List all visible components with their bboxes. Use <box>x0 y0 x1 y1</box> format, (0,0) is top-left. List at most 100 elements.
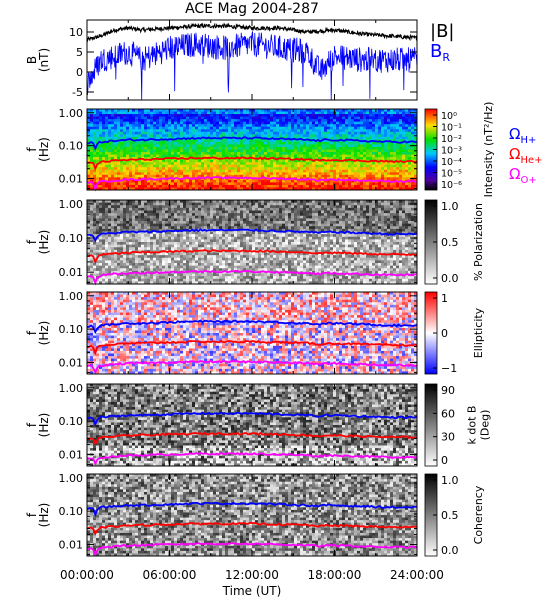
spectrogram-cell <box>234 154 238 158</box>
spectrogram-cell <box>183 200 187 204</box>
spectrogram-cell <box>336 149 340 153</box>
spectrogram-cell <box>240 134 244 138</box>
spectrogram-cell <box>162 213 166 217</box>
spectrogram-cell <box>126 169 130 173</box>
spectrogram-cell <box>147 187 151 191</box>
spectrogram-cell <box>126 146 130 150</box>
spectrogram-cell <box>186 167 190 171</box>
spectrogram-cell <box>342 136 346 140</box>
spectrogram-cell <box>105 228 109 232</box>
spectrogram-cell <box>93 139 97 143</box>
spectrogram-cell <box>339 167 343 171</box>
spectrogram-cell <box>132 234 136 238</box>
spectrogram-cell <box>246 131 250 135</box>
spectrogram-cell <box>141 187 145 191</box>
spectrogram-cell <box>258 114 262 117</box>
spectrogram-cell <box>300 184 304 188</box>
spectrogram-cell <box>198 116 202 120</box>
spectrogram-cell <box>183 182 187 186</box>
spectrogram-cell <box>120 174 124 178</box>
spectrogram-cell <box>363 182 367 186</box>
spectrogram-cell <box>174 210 178 214</box>
spectrogram-cell <box>186 149 190 153</box>
spectrogram-cell <box>198 141 202 145</box>
spectrogram-cell <box>324 131 328 135</box>
spectrogram-cell <box>222 164 226 168</box>
spectrogram-cell <box>303 184 307 188</box>
spectrogram-cell <box>258 109 262 112</box>
spectrogram-cell <box>210 169 214 173</box>
spectrogram-cell <box>255 119 259 123</box>
spectrogram-cell <box>195 164 199 168</box>
spectrogram-cell <box>150 228 154 232</box>
spectrogram-cell <box>165 121 169 125</box>
spectrogram-cell <box>273 144 277 148</box>
spectrogram-cell <box>327 146 331 150</box>
spectrogram-cell <box>375 144 379 148</box>
spectrogram-cell <box>330 121 334 125</box>
spectrogram-cell <box>141 278 145 282</box>
spectrogram-cell <box>276 162 280 166</box>
spectrogram-cell <box>129 236 133 240</box>
spectrogram-cell <box>117 263 121 267</box>
spectrogram-cell <box>123 247 127 251</box>
spectrogram-cell <box>183 207 187 211</box>
spectrogram-cell <box>156 124 160 128</box>
spectrogram-cell <box>342 164 346 168</box>
spectrogram-cell <box>114 111 118 115</box>
spectrogram-cell <box>234 111 238 115</box>
spectrogram-cell <box>90 276 94 280</box>
spectrogram-cell <box>147 215 151 219</box>
spectrogram-cell <box>204 278 208 282</box>
spectrogram-cell <box>360 149 364 153</box>
spectrogram-cell <box>141 121 145 125</box>
spectrogram-cell <box>276 111 280 115</box>
spectrogram-cell <box>189 121 193 125</box>
spectrogram-cell <box>174 174 178 178</box>
spectrogram-cell <box>378 109 382 112</box>
spectrogram-cell <box>225 159 229 163</box>
spectrogram-cell <box>363 149 367 153</box>
spectrogram-cell <box>399 174 403 178</box>
y-tick-label: 0.01 <box>59 173 84 186</box>
spectrogram-cell <box>168 149 172 153</box>
spectrogram-cell <box>192 257 196 261</box>
spectrogram-cell <box>165 218 169 222</box>
spectrogram-cell <box>189 231 193 235</box>
spectrogram-cell <box>144 167 148 171</box>
spectrogram-cell <box>123 121 127 125</box>
spectrogram-cell <box>99 174 103 178</box>
spectrogram-cell <box>123 131 127 135</box>
spectrogram-cell <box>252 174 256 178</box>
spectrogram-cell <box>102 207 106 211</box>
spectrogram-cell <box>201 111 205 115</box>
spectrogram-cell <box>108 184 112 188</box>
spectrogram-cell <box>111 202 115 206</box>
spectrogram-cell <box>132 252 136 256</box>
spectrogram-cell <box>294 164 298 168</box>
spectrogram-cell <box>294 154 298 158</box>
spectrogram-cell <box>204 202 208 206</box>
spectrogram-cell <box>177 114 181 117</box>
spectrogram-cell <box>279 134 283 138</box>
spectrogram-cell <box>195 239 199 243</box>
spectrogram-cell <box>405 187 409 191</box>
spectrogram-cell <box>384 172 388 176</box>
spectrogram-cell <box>108 205 112 209</box>
spectrogram-cell <box>222 169 226 173</box>
spectrogram-cell <box>195 141 199 145</box>
spectrogram-cell <box>279 154 283 158</box>
spectrogram-cell <box>396 139 400 143</box>
spectrogram-cell <box>159 152 163 155</box>
spectrogram-cell <box>102 265 106 269</box>
spectrogram-cell <box>267 109 271 112</box>
spectrogram-cell <box>276 172 280 176</box>
spectrogram-cell <box>321 116 325 120</box>
spectrogram-cell <box>93 200 97 204</box>
spectrogram-cell <box>126 119 130 123</box>
spectrogram-cell <box>153 139 157 143</box>
spectrogram-cell <box>114 157 118 161</box>
spectrogram-cell <box>96 119 100 123</box>
spectrogram-cell <box>180 244 184 248</box>
spectrogram-cell <box>231 174 235 178</box>
